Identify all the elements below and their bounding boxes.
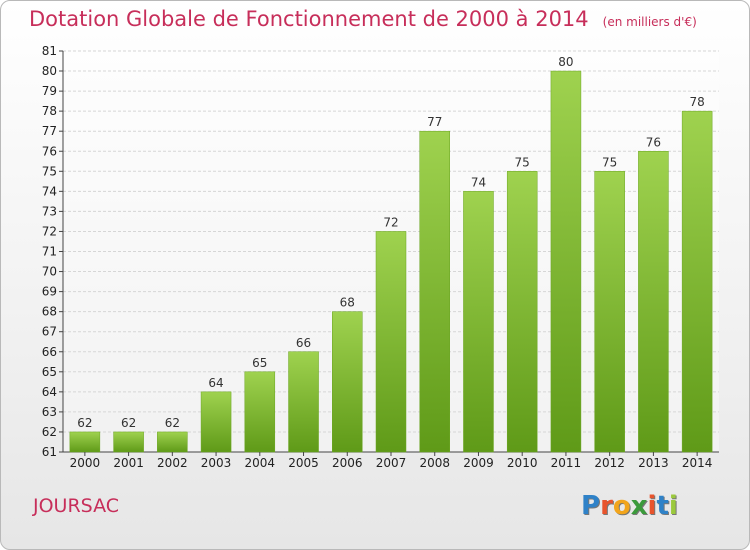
- x-tick-label: 2002: [157, 456, 188, 470]
- bar: [244, 371, 276, 453]
- bar: [157, 431, 188, 453]
- data-label: 75: [515, 155, 530, 169]
- x-tick-label: 2014: [682, 456, 713, 470]
- logo-letter: x: [630, 491, 648, 521]
- data-label: 72: [383, 215, 398, 229]
- x-tick-label: 2004: [245, 456, 276, 470]
- y-tick-label: 61: [42, 445, 57, 459]
- data-label: 62: [121, 416, 136, 430]
- y-tick-label: 75: [42, 164, 57, 178]
- x-tick-label: 2007: [376, 456, 407, 470]
- data-label: 62: [77, 416, 92, 430]
- bar: [200, 391, 232, 453]
- logo-letter: i: [647, 491, 657, 521]
- town-name: JOURSAC: [33, 495, 120, 517]
- x-tick-label: 2009: [463, 456, 494, 470]
- logo-letter: i: [668, 491, 678, 521]
- y-tick-label: 70: [42, 265, 57, 279]
- bar: [288, 351, 319, 453]
- data-label: 64: [208, 376, 223, 390]
- x-tick-label: 2011: [551, 456, 582, 470]
- chart-title: Dotation Globale de Fonctionnement de 20…: [29, 7, 697, 31]
- y-tick-label: 77: [42, 124, 57, 138]
- x-tick-label: 2005: [288, 456, 319, 470]
- y-tick-label: 80: [42, 64, 57, 78]
- bar: [550, 70, 582, 453]
- y-tick-label: 63: [42, 405, 57, 419]
- y-tick-label: 73: [42, 204, 57, 218]
- data-label: 76: [646, 135, 661, 149]
- x-tick-label: 2000: [70, 456, 101, 470]
- bar: [506, 171, 538, 453]
- bar: [69, 431, 101, 453]
- x-tick-label: 2006: [332, 456, 363, 470]
- logo-letter: t: [656, 491, 669, 521]
- bar: [638, 151, 669, 453]
- data-label: 65: [252, 356, 267, 370]
- bar: [332, 311, 363, 453]
- y-tick-label: 69: [42, 285, 57, 299]
- data-label: 66: [296, 336, 311, 350]
- bar: [463, 191, 494, 453]
- x-tick-label: 2012: [594, 456, 625, 470]
- bar: [419, 130, 450, 453]
- x-tick-label: 2010: [507, 456, 538, 470]
- y-tick-label: 79: [42, 84, 57, 98]
- logo-letter: r: [600, 491, 613, 521]
- bar: [113, 431, 144, 453]
- chart-title-text: Dotation Globale de Fonctionnement de 20…: [29, 7, 589, 31]
- data-label: 78: [689, 95, 704, 109]
- chart-unit: (en milliers d'€): [602, 15, 697, 29]
- logo-letter: o: [612, 491, 631, 521]
- y-tick-label: 72: [42, 224, 57, 238]
- data-label: 77: [427, 115, 442, 129]
- data-label: 74: [471, 175, 486, 189]
- bar: [594, 171, 625, 453]
- y-tick-label: 64: [42, 385, 57, 399]
- y-tick-label: 68: [42, 305, 57, 319]
- y-tick-label: 78: [42, 104, 57, 118]
- y-tick-label: 81: [42, 44, 57, 58]
- y-tick-label: 67: [42, 325, 57, 339]
- y-tick-label: 66: [42, 345, 57, 359]
- logo-letter: P: [581, 491, 601, 521]
- x-tick-label: 2008: [419, 456, 450, 470]
- x-tick-label: 2003: [201, 456, 232, 470]
- y-tick-label: 74: [42, 184, 57, 198]
- x-tick-label: 2013: [638, 456, 669, 470]
- y-tick-label: 62: [42, 425, 57, 439]
- y-tick-label: 71: [42, 245, 57, 259]
- data-label: 62: [165, 416, 180, 430]
- x-tick-label: 2001: [113, 456, 144, 470]
- bar: [375, 231, 407, 453]
- data-label: 80: [558, 55, 573, 69]
- data-label: 68: [340, 296, 355, 310]
- y-tick-label: 76: [42, 144, 57, 158]
- proxiti-logo: Proxiti: [581, 491, 678, 521]
- y-tick-label: 65: [42, 365, 57, 379]
- data-label: 75: [602, 155, 617, 169]
- bar: [681, 110, 713, 453]
